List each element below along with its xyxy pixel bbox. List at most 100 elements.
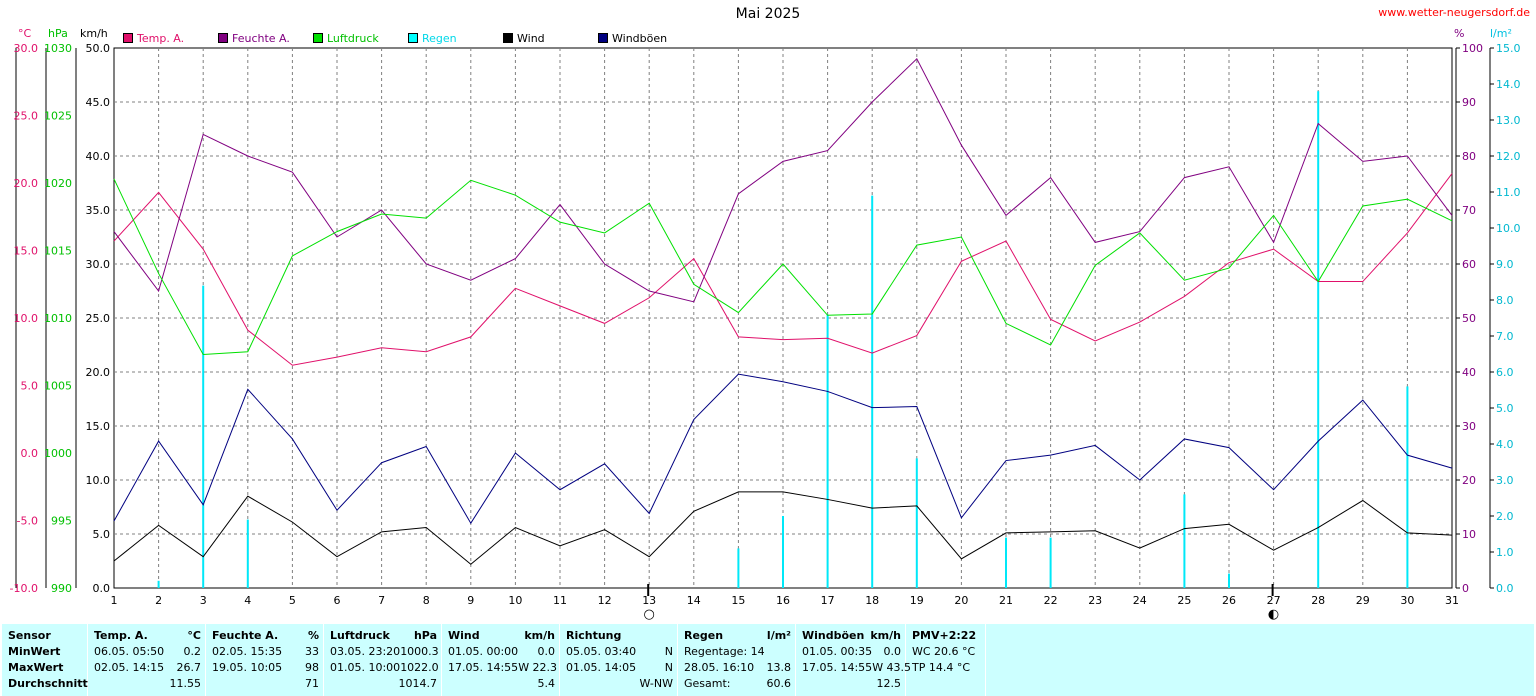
pressure-tick-label: 1025	[44, 110, 72, 123]
stats-cell-value: 33	[305, 645, 319, 658]
rain-tick-label: 9.0	[1496, 258, 1514, 271]
stats-table: Sensor MinWert MaxWert Durchschnitt Temp. A.…	[2, 624, 1534, 696]
legend-label-wind: Wind	[517, 31, 545, 45]
legend-swatch-rain	[408, 33, 418, 43]
legend-label-gust: Windböen	[612, 31, 668, 45]
stats-col-header: Richtung	[566, 628, 673, 644]
x-tick-label: 20	[954, 594, 968, 607]
pressure-tick-label: 1005	[44, 380, 72, 393]
stats-cell-value: N	[664, 661, 673, 674]
x-tick-label: 5	[289, 594, 296, 607]
wind-tick-label: 5.0	[93, 528, 111, 541]
stats-cell-label: TP 14.4 °C	[912, 661, 971, 674]
x-tick-label: 28	[1311, 594, 1325, 607]
x-tick-label: 17	[821, 594, 835, 607]
temp-tick-label: -10.0	[10, 582, 38, 595]
rain-tick-label: 14.0	[1496, 78, 1521, 91]
x-tick-label: 12	[598, 594, 612, 607]
stats-cell-value: 13.8	[766, 661, 792, 674]
legend-swatch-wind	[503, 33, 513, 43]
series-line	[113, 491, 1453, 565]
stats-col-header: Wind km/h	[448, 628, 555, 644]
x-tick-label: 13	[642, 594, 656, 607]
stats-col-header: Sensor	[8, 628, 83, 644]
legend-swatch-temp	[123, 33, 133, 43]
legend-label-pressure: Luftdruck	[327, 31, 379, 45]
x-tick-label: 14	[687, 594, 701, 607]
temp-tick-label: 5.0	[21, 380, 39, 393]
stats-cell-row: 71	[212, 676, 319, 692]
rain-tick-label: 10.0	[1496, 222, 1521, 235]
humidity-tick-label: 70	[1462, 204, 1476, 217]
stats-cell-value: km/h	[870, 629, 901, 642]
stats-col-pressure: Luftdruck hPa 03.05. 23:20 1000.3 01.05. 10:…	[324, 624, 442, 696]
stats-cell-label: Sensor	[8, 629, 51, 642]
temp-tick-label: 25.0	[14, 110, 39, 123]
humidity-tick-label: 0	[1462, 582, 1469, 595]
x-tick-label: 16	[776, 594, 790, 607]
stats-cell-label: MaxWert	[8, 661, 64, 674]
stats-cell-value: 11.55	[169, 677, 202, 690]
stats-cell-value: 12.5	[876, 677, 902, 690]
stats-cell-label: 19.05. 10:05	[212, 661, 283, 674]
stats-cell-row: 01.05. 00:35 0.0	[802, 644, 901, 660]
rain-bar	[826, 314, 829, 588]
stats-cell-row: MaxWert	[8, 660, 83, 676]
stats-cell-row: MinWert	[8, 644, 83, 660]
legend-label-rain: Regen	[422, 31, 457, 45]
stats-col-header: PMV+2:22	[912, 628, 981, 644]
legend-item-gust: Windböen	[598, 31, 667, 45]
stats-cell-value: km/h	[524, 629, 555, 642]
rain-bar	[1228, 573, 1230, 588]
rain-tick-label: 2.0	[1496, 510, 1514, 523]
stats-col-rain: Regen l/m² Regentage: 14 28.05. 16:10 13.8 Ge…	[678, 624, 796, 696]
stats-col-temp: Temp. A. °C 06.05. 05:50 0.2 02.05. 14:15 26.…	[88, 624, 206, 696]
pressure-tick-label: 1030	[44, 42, 72, 55]
stats-col-humidity: Feuchte A.% 02.05. 15:35 33 19.05. 10:05 98 7…	[206, 624, 324, 696]
rain-bar	[202, 285, 205, 588]
pressure-tick-label: 1020	[44, 177, 72, 190]
humidity-tick-label: 90	[1462, 96, 1476, 109]
stats-cell-label: Regentage: 14	[684, 645, 765, 658]
pressure-tick-label: 995	[51, 515, 72, 528]
temp-tick-label: -5.0	[17, 515, 38, 528]
stats-cell-value: W 43.5	[872, 661, 912, 674]
series-line	[113, 373, 1453, 525]
rain-tick-label: 13.0	[1496, 114, 1521, 127]
legend-label-humidity: Feuchte A.	[232, 31, 290, 45]
stats-cell-row: Regentage: 14	[684, 644, 791, 660]
x-tick-label: 1	[111, 594, 118, 607]
legend-item-temp: Temp. A.	[123, 31, 184, 45]
series-line	[113, 57, 1453, 303]
stats-cell-row: 02.05. 15:35 33	[212, 644, 319, 660]
stats-cell-value: W-NW	[639, 677, 673, 690]
x-tick-label: 23	[1088, 594, 1102, 607]
stats-cell-label: 06.05. 05:50	[94, 645, 165, 658]
site-url[interactable]: www.wetter-neugersdorf.de	[1378, 6, 1530, 19]
rain-bar	[782, 516, 784, 588]
stats-cell-row: TP 14.4 °C	[912, 660, 981, 676]
humidity-tick-label: 30	[1462, 420, 1476, 433]
legend-item-humidity: Feuchte A.	[218, 31, 290, 45]
stats-cell-value: W 22.3	[518, 661, 558, 674]
stats-cell-label: 01.05. 14:05	[566, 661, 637, 674]
stats-cell-label: 17.05. 14:55	[802, 661, 873, 674]
stats-cell-row: W-NW	[566, 676, 673, 692]
stats-cell-label: 02.05. 15:35	[212, 645, 283, 658]
legend-item-pressure: Luftdruck	[313, 31, 379, 45]
stats-cell-label: MinWert	[8, 645, 61, 658]
stats-cell-row: 06.05. 05:50 0.2	[94, 644, 201, 660]
moon-phase-icon: ◐	[1268, 607, 1279, 622]
stats-cell-row: 12.5	[802, 676, 902, 692]
rain-tick-label: 8.0	[1496, 294, 1514, 307]
wind-tick-label: 15.0	[86, 420, 111, 433]
wind-tick-label: 10.0	[86, 474, 111, 487]
temp-tick-label: 0.0	[21, 447, 39, 460]
x-tick-label: 15	[731, 594, 745, 607]
stats-cell-label: WC 20.6 °C	[912, 645, 976, 658]
x-tick-label: 18	[865, 594, 879, 607]
temp-unit-label: °C	[18, 27, 32, 40]
x-tick-label: 21	[999, 594, 1013, 607]
stats-cell-row: 01.05. 00:00 0.0	[448, 644, 555, 660]
series-line	[113, 173, 1453, 366]
